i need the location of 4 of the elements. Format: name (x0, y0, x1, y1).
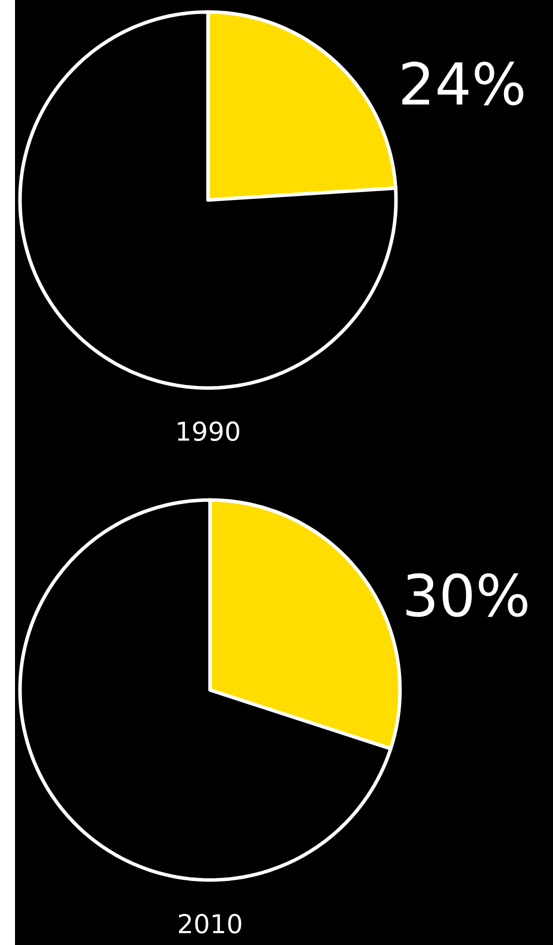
data-label: 30% (406, 573, 528, 617)
data-label: 24% (402, 62, 524, 106)
text: 2010 (178, 914, 242, 934)
text: 1990 (178, 421, 240, 442)
